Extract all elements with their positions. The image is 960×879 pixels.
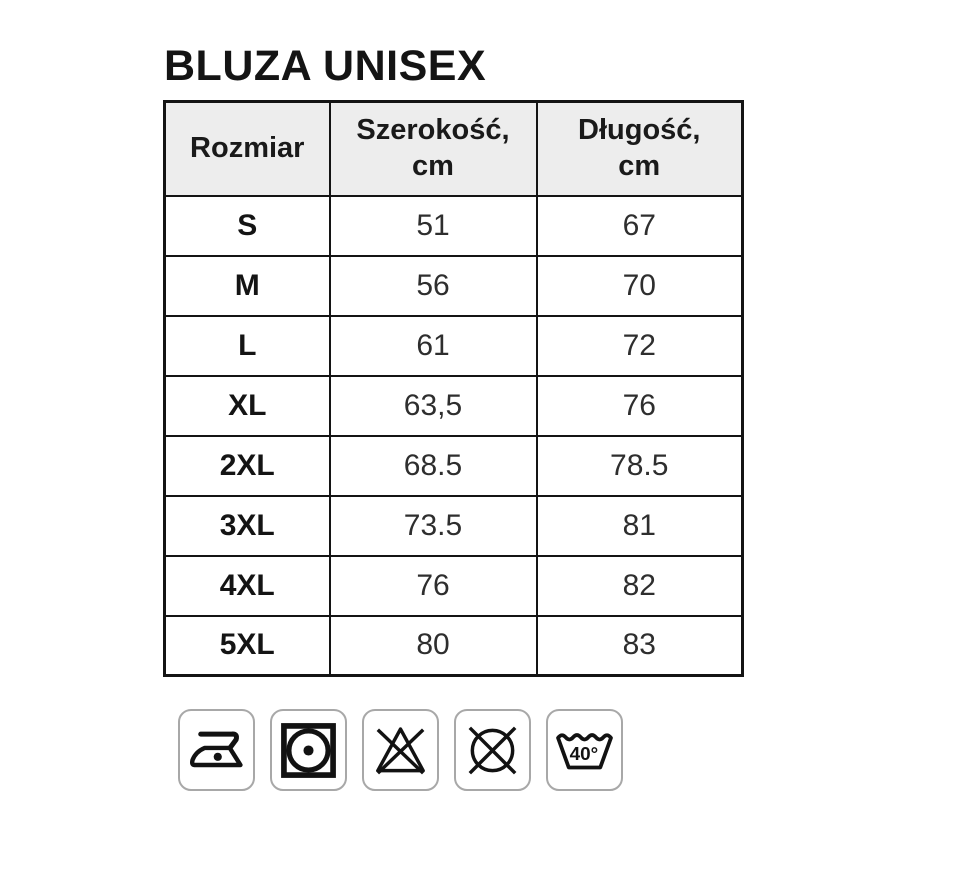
width-value: 73.5 [328,494,538,557]
length-value: 67 [535,194,744,257]
table-row: L 61 72 [163,314,744,377]
width-value: 76 [328,554,538,617]
size-label: 4XL [163,554,331,617]
length-value: 78.5 [535,434,744,497]
table-row: 4XL 76 82 [163,554,744,617]
column-header-size: Rozmiar [163,100,331,197]
width-value: 63,5 [328,374,538,437]
iron-low-temperature-icon [190,731,243,767]
width-value: 68.5 [328,434,538,497]
size-label: L [163,314,331,377]
width-value: 51 [328,194,538,257]
length-value: 82 [535,554,744,617]
care-box-do-not-dry-clean [454,709,531,791]
column-header-length-line2: cm [618,149,661,182]
care-box-do-not-bleach [362,709,439,791]
table-row: M 56 70 [163,254,744,317]
care-box-tumble-dry [270,709,347,791]
width-value: 61 [328,314,538,377]
column-header-length-line1: Długość, [578,114,701,147]
length-value: 76 [535,374,744,437]
table-row: 5XL 80 83 [163,614,744,677]
do-not-bleach-icon [376,726,425,774]
table-row: 3XL 73.5 81 [163,494,744,557]
column-header-length: Długość, cm [535,100,744,197]
column-header-width-line1: Szerokość, [356,114,510,147]
width-value: 80 [328,614,538,677]
size-label: 5XL [163,614,331,677]
size-label: 2XL [163,434,331,497]
table-row: S 51 67 [163,194,744,257]
table-row: XL 63,5 76 [163,374,744,437]
length-value: 72 [535,314,744,377]
column-header-size-line1: Rozmiar [190,132,305,165]
size-label: M [163,254,331,317]
length-value: 83 [535,614,744,677]
size-table-body: S 51 67 M 56 70 L 61 72 XL 63,5 76 2XL 6 [163,194,744,677]
size-table-header: Rozmiar Szerokość, cm Długość, cm [163,100,744,197]
care-box-wash-40: 40° [546,709,623,791]
care-icons-row: 40° [178,709,623,791]
do-not-dry-clean-icon [468,726,517,774]
width-value: 56 [328,254,538,317]
size-label: 3XL [163,494,331,557]
size-table: Rozmiar Szerokość, cm Długość, cm S 51 67 … [163,100,744,677]
wash-temperature-label: 40° [570,743,599,764]
size-label: XL [163,374,331,437]
tumble-dry-low-icon [281,722,336,778]
column-header-width-line2: cm [412,149,454,182]
care-box-iron [178,709,255,791]
length-value: 70 [535,254,744,317]
page-title: BLUZA UNISEX [164,42,487,90]
machine-wash-40-icon: 40° [556,732,613,769]
table-row: 2XL 68.5 78.5 [163,434,744,497]
length-value: 81 [535,494,744,557]
size-label: S [163,194,331,257]
column-header-width: Szerokość, cm [328,100,538,197]
